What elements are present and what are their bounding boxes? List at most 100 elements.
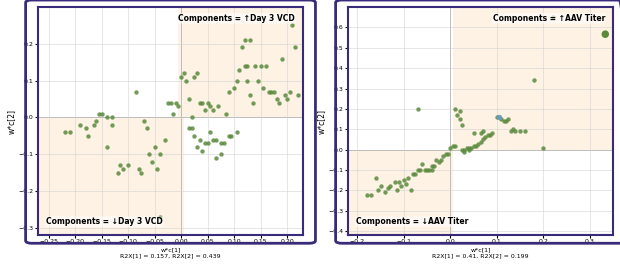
Point — [438, 154, 448, 158]
Point — [492, 115, 502, 119]
Point — [142, 126, 152, 131]
Point — [478, 137, 488, 142]
Point — [136, 171, 146, 175]
Point — [450, 107, 460, 111]
Point — [200, 141, 210, 145]
Point — [394, 180, 404, 184]
Point — [361, 192, 371, 197]
Point — [234, 67, 244, 72]
Point — [453, 113, 463, 117]
Point — [149, 145, 159, 149]
Point — [469, 131, 479, 135]
Point — [508, 127, 518, 131]
Point — [205, 104, 215, 108]
Point — [226, 134, 236, 138]
Point — [195, 101, 205, 105]
Point — [277, 56, 287, 61]
Point — [476, 131, 485, 135]
Point — [450, 143, 460, 148]
Point — [118, 167, 128, 171]
Point — [166, 101, 175, 105]
Point — [420, 168, 430, 172]
Point — [459, 148, 469, 152]
Bar — [348, 150, 453, 235]
Point — [448, 143, 458, 148]
Point — [184, 97, 194, 101]
Point — [274, 101, 284, 105]
Point — [259, 86, 268, 90]
Point — [216, 141, 226, 145]
Text: Components = ↑Day 3 VCD: Components = ↑Day 3 VCD — [179, 14, 295, 23]
Point — [529, 78, 539, 82]
Point — [197, 148, 207, 153]
Point — [161, 138, 171, 142]
Point — [190, 134, 200, 138]
Point — [221, 112, 231, 116]
Point — [182, 78, 192, 83]
Point — [113, 171, 123, 175]
Point — [422, 168, 432, 172]
Point — [389, 180, 399, 184]
Point — [462, 145, 472, 150]
Point — [237, 45, 247, 50]
Point — [427, 168, 436, 172]
Point — [91, 119, 101, 123]
Point — [293, 93, 303, 98]
Point — [397, 184, 407, 188]
Point — [373, 188, 383, 193]
Point — [242, 78, 252, 83]
Point — [457, 148, 467, 152]
Point — [413, 107, 423, 111]
Point — [406, 188, 416, 193]
Point — [432, 158, 441, 162]
Point — [187, 115, 197, 120]
Bar — [38, 117, 184, 235]
Point — [429, 164, 439, 168]
Point — [371, 176, 381, 180]
Point — [203, 141, 213, 145]
Point — [454, 117, 464, 121]
Point — [494, 115, 504, 119]
Point — [134, 167, 144, 171]
Point — [213, 104, 223, 108]
Point — [232, 78, 242, 83]
Point — [383, 186, 392, 191]
Point — [538, 145, 548, 150]
Point — [192, 145, 202, 149]
Point — [499, 119, 509, 123]
Point — [89, 123, 99, 127]
Point — [168, 112, 178, 116]
Point — [494, 115, 504, 119]
Point — [197, 101, 207, 105]
Point — [245, 38, 255, 42]
Point — [163, 101, 173, 105]
Point — [288, 23, 298, 28]
Point — [107, 115, 117, 120]
Point — [487, 131, 497, 135]
Y-axis label: w*c[2]: w*c[2] — [317, 109, 326, 134]
Point — [155, 152, 165, 156]
Point — [195, 138, 205, 142]
Point — [267, 90, 277, 94]
Y-axis label: w*c[2]: w*c[2] — [7, 109, 16, 134]
Point — [192, 71, 202, 75]
Point — [115, 163, 125, 167]
Point — [211, 156, 221, 160]
Point — [482, 133, 492, 138]
Point — [153, 167, 162, 171]
Point — [171, 101, 181, 105]
Point — [417, 162, 427, 166]
Point — [248, 101, 258, 105]
Point — [219, 141, 229, 145]
Point — [425, 168, 435, 172]
Point — [205, 130, 215, 134]
Point — [107, 123, 117, 127]
Point — [208, 108, 218, 112]
Point — [97, 112, 107, 116]
Point — [506, 129, 516, 134]
Point — [466, 145, 476, 150]
Point — [208, 138, 218, 142]
Point — [123, 163, 133, 167]
Point — [76, 123, 86, 127]
Point — [510, 129, 520, 134]
